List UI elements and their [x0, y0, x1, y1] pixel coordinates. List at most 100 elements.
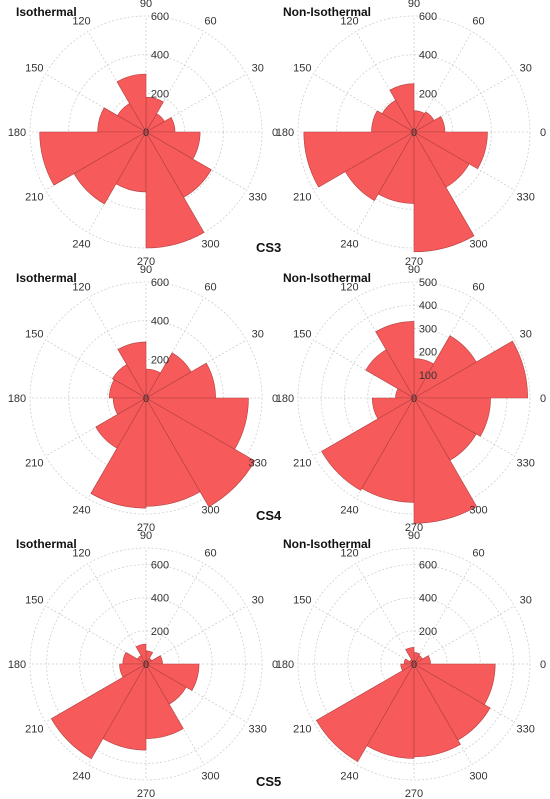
radial-tick-label: 400	[419, 593, 437, 605]
chart-title: Isothermal	[16, 537, 77, 551]
polar-chart: Non-Isothermal 200 400 600 0 0 30 60 90 120 150 180…	[276, 0, 546, 268]
petal-bar	[145, 397, 256, 508]
petal-bar	[344, 131, 415, 202]
radial-zero-label: 0	[143, 393, 149, 405]
petal-bar	[413, 335, 477, 399]
chart-title: Non-Isothermal	[283, 537, 371, 551]
angle-label: 0	[540, 393, 546, 405]
row-label-cs3: CS3	[256, 240, 281, 255]
radial-tick-label: 600	[151, 560, 169, 572]
angle-label: 330	[517, 724, 535, 736]
grid-spoke	[45, 605, 147, 665]
angle-label: 300	[201, 239, 219, 251]
petal-bar	[413, 663, 491, 741]
grid-spoke	[413, 31, 473, 133]
angle-label: 150	[293, 329, 311, 341]
petal-bar	[117, 341, 147, 400]
angle-label: 300	[201, 771, 219, 783]
angle-label: 0	[272, 393, 278, 405]
angle-label: 30	[520, 63, 532, 75]
polar-chart: Isothermal 200 400 600 0 0 30 60 90 120 150 180 210 2…	[8, 530, 278, 799]
radial-tick-label: 200	[419, 88, 437, 100]
angle-label: 30	[520, 329, 532, 341]
radial-tick-label: 600	[419, 560, 437, 572]
grid-ring	[297, 547, 531, 781]
petal-bar	[316, 663, 415, 762]
petal-bar	[413, 396, 478, 524]
angle-label: 240	[72, 239, 90, 251]
angle-label: 210	[293, 724, 311, 736]
angle-label: 240	[340, 771, 358, 783]
radial-tick-label: 200	[151, 626, 169, 638]
radial-tick-label: 200	[419, 626, 437, 638]
petal-bar	[413, 111, 435, 133]
angle-label: 120	[340, 281, 358, 293]
petal-bar	[321, 397, 415, 491]
angle-label: 210	[25, 724, 43, 736]
angle-label: 270	[405, 788, 423, 799]
grid-spoke	[145, 31, 205, 133]
angle-label: 180	[276, 127, 294, 139]
petal-bar	[375, 321, 415, 400]
grid-spoke	[355, 31, 415, 133]
angle-label: 240	[72, 771, 90, 783]
petal-bar	[145, 662, 184, 739]
radial-tick-label: 600	[151, 277, 169, 289]
angle-label: 90	[140, 0, 152, 10]
angle-label: 60	[204, 281, 216, 293]
angle-label: 240	[340, 239, 358, 251]
grid-ring	[314, 564, 514, 764]
grid-spoke	[413, 605, 515, 665]
angle-label: 120	[340, 547, 358, 559]
radial-tick-label: 400	[151, 316, 169, 328]
radial-tick-label: 200	[419, 347, 437, 359]
radial-zero-label: 0	[411, 127, 417, 139]
angle-label: 30	[252, 329, 264, 341]
petal-bar	[145, 131, 212, 198]
angle-label: 180	[276, 659, 294, 671]
grid-spoke	[87, 297, 147, 399]
petal-bar	[145, 130, 205, 249]
polar-chart: Isothermal 200 400 600 0 0 30 60 90 120 150 180 210 2…	[8, 0, 278, 268]
angle-label: 270	[137, 256, 155, 268]
angle-label: 90	[408, 530, 420, 542]
angle-label: 150	[293, 595, 311, 607]
grid-spoke	[313, 605, 415, 665]
angle-label: 0	[272, 659, 278, 671]
angle-label: 300	[469, 505, 487, 517]
grid-spoke	[355, 563, 415, 665]
angle-label: 30	[252, 595, 264, 607]
angle-label: 330	[249, 724, 267, 736]
angle-label: 270	[405, 256, 423, 268]
row-label-cs4: CS4	[256, 508, 282, 523]
angle-label: 120	[72, 547, 90, 559]
angle-label: 330	[249, 192, 267, 204]
angle-label: 0	[272, 127, 278, 139]
petal-bar	[102, 662, 147, 751]
angle-label: 270	[405, 522, 423, 534]
radial-tick-label: 400	[419, 300, 437, 312]
angle-label: 180	[8, 659, 26, 671]
grid-spoke	[145, 605, 247, 665]
chart-title: Non-Isothermal	[283, 5, 371, 19]
radial-tick-label: 600	[419, 11, 437, 23]
angle-label: 60	[472, 547, 484, 559]
angle-label: 180	[8, 393, 26, 405]
radial-zero-label: 0	[143, 659, 149, 671]
petal-bar	[112, 364, 147, 399]
radial-tick-label: 600	[151, 11, 169, 23]
row-label-cs5: CS5	[256, 774, 281, 789]
radial-zero-label: 0	[143, 127, 149, 139]
radial-tick-label: 200	[151, 88, 169, 100]
grid-ring	[29, 281, 263, 515]
grid-spoke	[413, 297, 473, 399]
petal-bar	[412, 397, 491, 437]
grid-ring	[297, 281, 531, 515]
grid-spoke	[145, 73, 247, 133]
angle-label: 90	[140, 264, 152, 276]
angle-label: 150	[25, 63, 43, 75]
petal-bar	[366, 662, 415, 759]
polar-chart: Non-Isothermal 200 400 600 0 0 30 60 90 120 150 180…	[276, 530, 546, 799]
angle-label: 210	[25, 192, 43, 204]
